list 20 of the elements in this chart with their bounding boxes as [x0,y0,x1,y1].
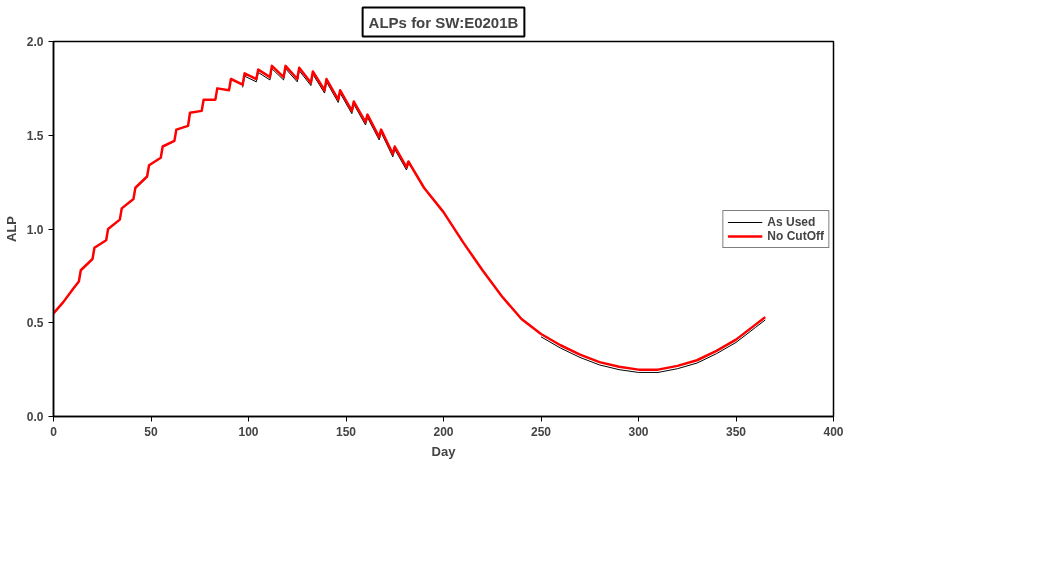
y-tick-label: 0.0 [26,410,44,424]
y-axis-title: ALP [3,215,19,242]
y-tick-label: 1.0 [26,222,44,237]
y-tick-label: 1.5 [26,128,44,143]
x-tick-label: 100 [238,424,259,439]
line-series [53,64,767,371]
x-tick-label: 300 [628,424,649,439]
x-tick-label: 150 [335,424,357,439]
x-tick-label: 200 [433,424,454,439]
x-tick-label: 400 [823,424,844,439]
y-tick-label: 0.5 [26,316,44,331]
x-tick-label: 50 [144,424,158,439]
y-tick-label: 2.0 [26,35,44,49]
chart-title: ALPs for SW:E0201B [368,13,519,31]
x-tick-label: 250 [530,424,552,439]
legend-label: No CutOff [767,228,824,243]
x-tick-label: 0 [50,424,58,439]
x-tick-label: 350 [725,424,747,439]
x-axis-title: Day [431,443,457,459]
legend-label: As Used [767,214,816,229]
